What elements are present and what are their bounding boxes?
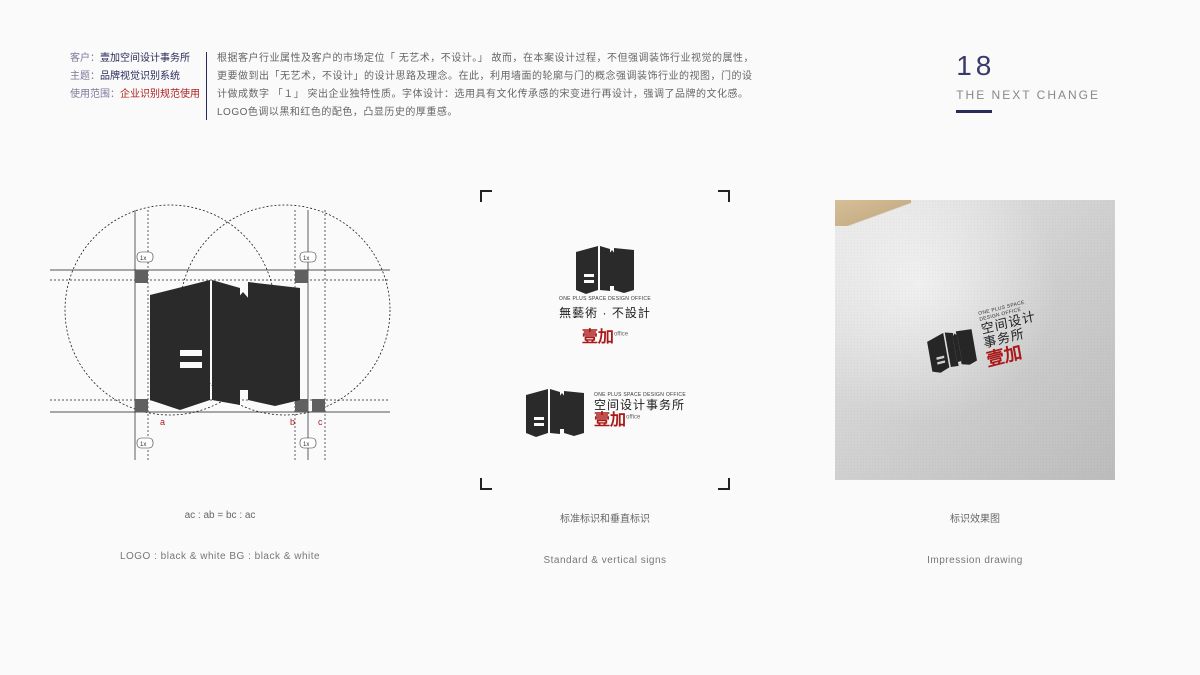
badge-1x: 1x [140,256,146,262]
client-label: 客户： [70,50,100,68]
logo-brand: 壹加 [594,412,626,429]
svg-text:1x: 1x [140,442,146,448]
client-value: 壹加空间设计事务所 [100,50,190,68]
paper-mockup: ONE PLUS SPACE DESIGN OFFICE 空间设计事务所 壹加 [835,200,1115,480]
panel-mockup: ONE PLUS SPACE DESIGN OFFICE 空间设计事务所 壹加 … [810,190,1140,566]
crop-mark-icon [480,472,498,490]
logo-brand-suffix: office [614,331,628,337]
dim-a: a [160,417,165,427]
panel-standard-signs: ONE PLUS SPACE DESIGN OFFICE 無藝術 · 不設計 壹… [440,190,770,566]
meta-column: 客户：壹加空间设计事务所 主题：品牌视觉识别系统 使用范围：企业识别规范使用 [70,50,200,122]
logo-variant1-cn: 無藝術 · 不設計 [559,304,651,321]
logo-mark-icon [524,387,586,437]
panel2-caption-en: Standard & vertical signs [543,555,666,566]
panel1-ratio: ac : ab = bc : ac [185,510,256,521]
crop-mark-icon [480,190,498,208]
crop-mark-icon [712,472,730,490]
vertical-divider [206,52,207,120]
panel3-caption-cn: 标识效果图 [950,510,1000,525]
logo-brand-suffix: office [626,415,640,421]
svg-text:1x: 1x [303,442,309,448]
page-number: 18 [956,50,1100,82]
logo-en-small: ONE PLUS SPACE DESIGN OFFICE [559,296,651,302]
svg-text:1x: 1x [303,256,309,262]
panel1-caption-en: LOGO : black & white BG : black & white [120,551,320,562]
logo-variant2-cn: 空间设计事务所 [594,399,686,412]
scope-value: 企业识别规范使用 [120,86,200,104]
dim-c: c [318,417,323,427]
scope-label: 使用范围： [70,86,120,104]
logo-mark-icon [923,316,980,383]
page-corner: 18 THE NEXT CHANGE [956,50,1100,113]
logo-mark-icon [574,244,636,294]
description-paragraph: 根据客户行业属性及客户的市场定位「 无艺术，不设计。」 故而，在本案设计过程，不… [217,50,757,122]
dim-b: b [290,417,295,427]
panel-construction: 1x 1x 1x 1x a b c ac : ab = bc : ac LOGO… [40,190,400,566]
subject-value: 品牌视觉识别系统 [100,68,180,86]
logo-vertical-lockup: ONE PLUS SPACE DESIGN OFFICE 無藝術 · 不設計 壹… [559,244,651,347]
panel3-caption-en: Impression drawing [927,555,1023,566]
logo-brand: 壹加 [582,329,614,346]
construction-diagram: 1x 1x 1x 1x a b c [40,200,400,480]
subject-label: 主题： [70,68,100,86]
page-subtitle: THE NEXT CHANGE [956,88,1100,102]
panels-row: 1x 1x 1x 1x a b c ac : ab = bc : ac LOGO… [40,190,1140,566]
crop-mark-icon [712,190,730,208]
page-underline [956,110,992,113]
panel2-caption-cn: 标准标识和垂直标识 [560,510,650,525]
logo-horizontal-lockup: ONE PLUS SPACE DESIGN OFFICE 空间设计事务所 壹加o… [524,387,686,437]
